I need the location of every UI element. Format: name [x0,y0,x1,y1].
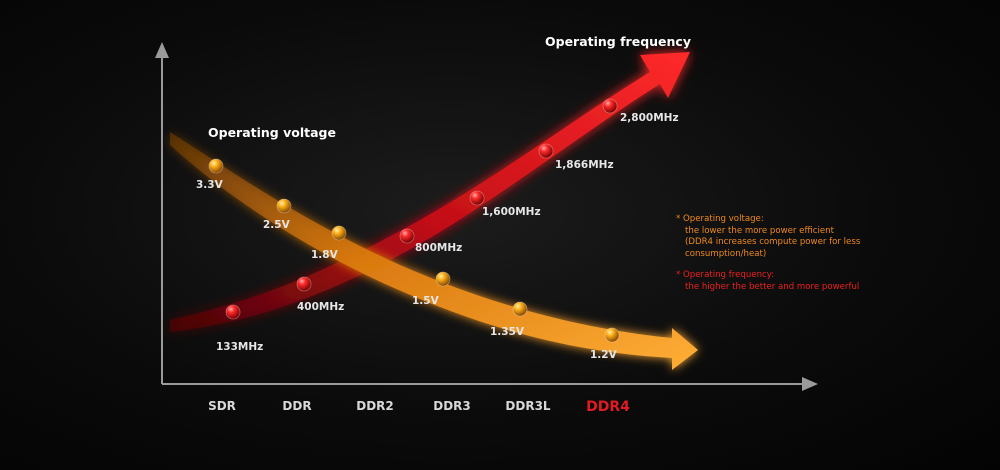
frequency-band [170,52,690,332]
frequency-data-label-4: 1,866MHz [555,159,614,171]
note-frequency-line1: the higher the better and more powerful [685,281,860,292]
note-voltage-line2: (DDR4 increases compute power for less [685,237,861,247]
note-frequency-title: * Operating frequency: [676,270,775,280]
voltage-data-label-0: 3.3V [196,179,224,191]
voltage-point-sdr-0 [208,158,224,174]
voltage-point-ddr4-5 [604,327,620,343]
frequency-data-label-5: 2,800MHz [620,112,679,124]
voltage-data-label-2: 1.8V [311,249,339,261]
note-voltage: * Operating voltage: the lower the more … [676,214,891,260]
frequency-data-label-0: 133MHz [216,341,263,353]
chart-notes: * Operating voltage: the lower the more … [676,214,891,303]
x-tick-labels: SDR DDR DDR2 DDR3 DDR3L DDR4 [208,399,630,415]
voltage-point-ddr-2 [331,225,347,241]
frequency-point-sdr-0 [225,304,241,320]
note-frequency: * Operating frequency: the higher the be… [676,270,891,293]
series-marks: 133MHz 400MHz 800MHz 1,600MHz 1,866MHz 2,800M… [196,98,679,361]
note-voltage-line3: consumption/heat) [685,248,767,259]
series-title-voltage: Operating voltage [208,125,336,140]
voltage-point-ddr3l-4 [512,301,528,317]
series-title-frequency: Operating frequency [545,34,691,49]
frequency-data-label-2: 800MHz [415,242,462,254]
frequency-point-ddr2-2 [399,228,415,244]
frequency-point-ddr3-3 [469,190,485,206]
note-voltage-line1: the lower the more power efficient [685,225,834,236]
x-tick-ddr: DDR [282,399,311,413]
series-bands [170,52,698,370]
y-axis-arrow [155,42,169,58]
frequency-data-label-1: 400MHz [297,301,344,313]
frequency-point-ddr-1 [296,276,312,292]
note-voltage-title: * Operating voltage: [676,214,764,224]
frequency-data-label-3: 1,600MHz [482,206,541,218]
frequency-point-ddr4-5 [602,98,618,114]
x-tick-ddr2: DDR2 [356,399,394,413]
frequency-point-ddr3l-4 [538,143,554,159]
x-tick-sdr: SDR [208,399,236,413]
voltage-data-label-5: 1.2V [590,349,618,361]
voltage-point-ddr3-3 [435,271,451,287]
voltage-point-ddr-1 [276,198,292,214]
voltage-data-label-4: 1.35V [490,326,525,338]
x-tick-ddr3l: DDR3L [505,399,551,413]
x-axis-arrow [802,377,818,391]
voltage-data-label-3: 1.5V [412,295,440,307]
x-tick-ddr3: DDR3 [433,399,471,413]
voltage-band [170,132,698,370]
x-tick-ddr4: DDR4 [586,399,630,415]
voltage-data-label-1: 2.5V [263,219,291,231]
axes [155,42,818,391]
